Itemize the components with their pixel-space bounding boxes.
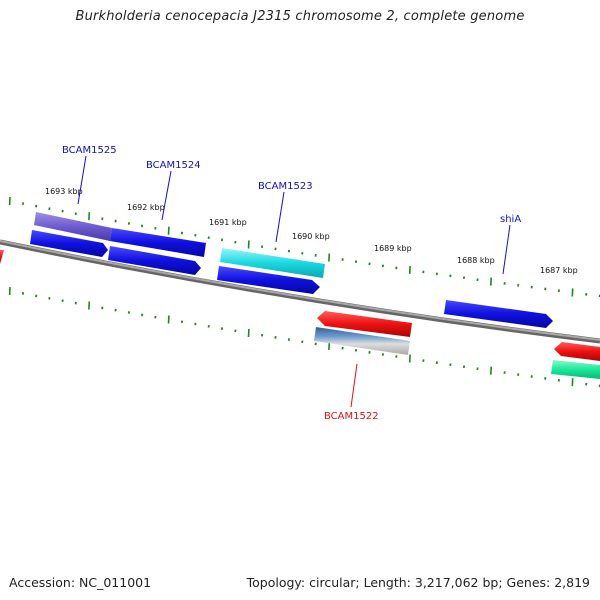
leader-line-bcam1523 xyxy=(275,191,285,243)
gene-feature-mint[interactable] xyxy=(551,360,600,379)
accession-text: Accession: NC_011001 xyxy=(9,575,152,590)
kbp-label-1689: 1689 kbp xyxy=(374,244,412,253)
genome-summary-text: Topology: circular; Length: 3,217,062 bp… xyxy=(246,575,590,590)
kbp-label-1687: 1687 kbp xyxy=(540,266,578,275)
kbp-label-1690: 1690 kbp xyxy=(292,232,330,241)
gene-feature-bcam1523-inner[interactable] xyxy=(217,266,320,294)
gene-label-bcam1525[interactable]: BCAM1525 xyxy=(62,145,117,156)
kbp-label-1692: 1692 kbp xyxy=(127,203,165,212)
kbp-label-1691: 1691 kbp xyxy=(209,218,247,227)
gene-label-bcam1524[interactable]: BCAM1524 xyxy=(146,160,201,171)
leader-line-bcam1524 xyxy=(161,170,172,221)
gene-feature-red-right[interactable] xyxy=(554,342,600,361)
gene-feature-violet[interactable] xyxy=(34,212,112,241)
leader-line-bcam1522 xyxy=(350,363,358,408)
gene-feature-bcam1524-outer[interactable] xyxy=(110,228,206,257)
gene-label-bcam1523[interactable]: BCAM1523 xyxy=(258,181,313,192)
leader-line-bcam1525 xyxy=(77,155,87,205)
gene-label-shia[interactable]: shiA xyxy=(500,214,521,225)
gene-feature-red-left[interactable] xyxy=(0,250,4,264)
gene-feature-bcam1522[interactable] xyxy=(317,311,412,337)
gene-feature-bcam1525[interactable] xyxy=(30,230,108,257)
kbp-label-1693: 1693 kbp xyxy=(45,187,83,196)
gene-feature-shia[interactable] xyxy=(444,300,553,328)
gene-feature-bcam1523[interactable] xyxy=(220,248,325,278)
gene-label-bcam1522[interactable]: BCAM1522 xyxy=(324,411,379,422)
backbone-line xyxy=(0,239,600,344)
gene-feature-bcam1524[interactable] xyxy=(108,246,201,275)
lower-tick-ruler xyxy=(8,286,600,388)
gene-feature-steel[interactable] xyxy=(314,327,410,355)
leader-line-shia xyxy=(502,224,511,275)
map-title: Burkholderia cenocepacia J2315 chromosom… xyxy=(75,9,525,24)
upper-tick-ruler xyxy=(8,196,600,298)
kbp-label-1688: 1688 kbp xyxy=(457,256,495,265)
